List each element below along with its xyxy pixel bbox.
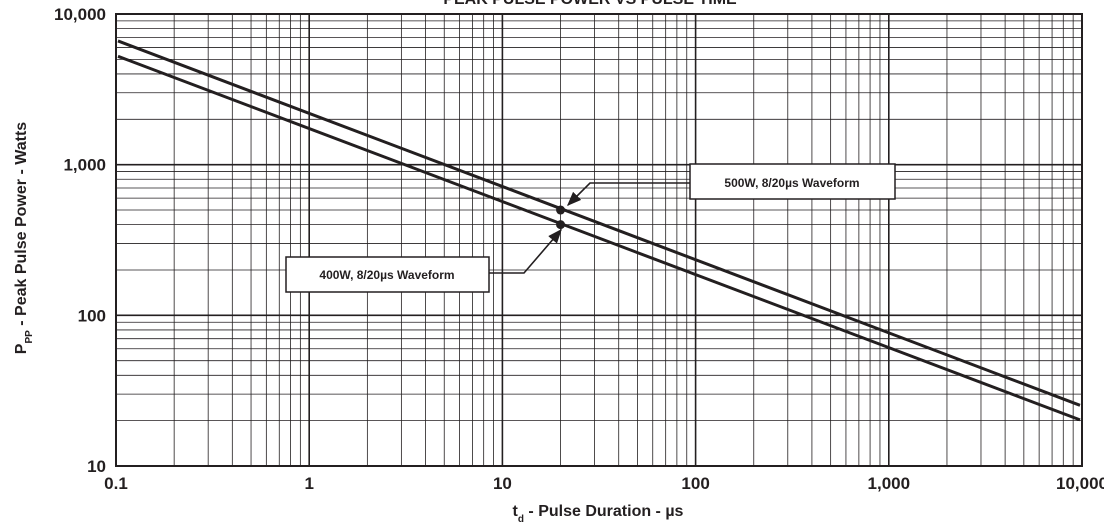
x-tick-label: 10,000 [1056, 474, 1104, 493]
x-tick-labels: 0.1 1 10 100 1,000 10,000 [104, 474, 1104, 493]
series-line-400w [117, 54, 1081, 422]
y-tick-label: 10 [87, 457, 106, 476]
grid [115, 14, 1082, 467]
series-point-500w [556, 205, 566, 215]
annotation-label: 400W, 8/20µs Waveform [319, 268, 454, 282]
x-tick-label: 1 [304, 474, 313, 493]
x-tick-label: 10 [493, 474, 512, 493]
annotation-box [689, 163, 896, 200]
series-point-400w [556, 220, 566, 230]
plot-border [115, 13, 1083, 467]
series-layer [117, 39, 1081, 422]
y-tick-label: 10,000 [54, 5, 106, 24]
annotation-leader [489, 228, 562, 274]
series-line-500w [117, 39, 1081, 407]
annotation-box [285, 256, 490, 293]
x-axis-title: td - Pulse Duration - µs [513, 503, 684, 525]
y-tick-labels: 10 100 1,000 10,000 [54, 5, 106, 476]
x-tick-label: 100 [681, 474, 709, 493]
x-tick-label: 0.1 [104, 474, 128, 493]
y-tick-label: 100 [78, 306, 106, 325]
chart-title: PEAK PULSE POWER VS PULSE TIME [443, 0, 737, 8]
y-axis-title: PPP - Peak Pulse Power - Watts [13, 122, 35, 354]
annotation-leader [566, 182, 690, 207]
x-tick-label: 1,000 [868, 474, 911, 493]
annotation-label: 500W, 8/20µs Waveform [724, 176, 859, 190]
annotation-layer: 500W, 8/20µs Waveform 400W, 8/20µs Wavefo… [285, 163, 896, 293]
y-tick-label: 1,000 [63, 156, 106, 175]
